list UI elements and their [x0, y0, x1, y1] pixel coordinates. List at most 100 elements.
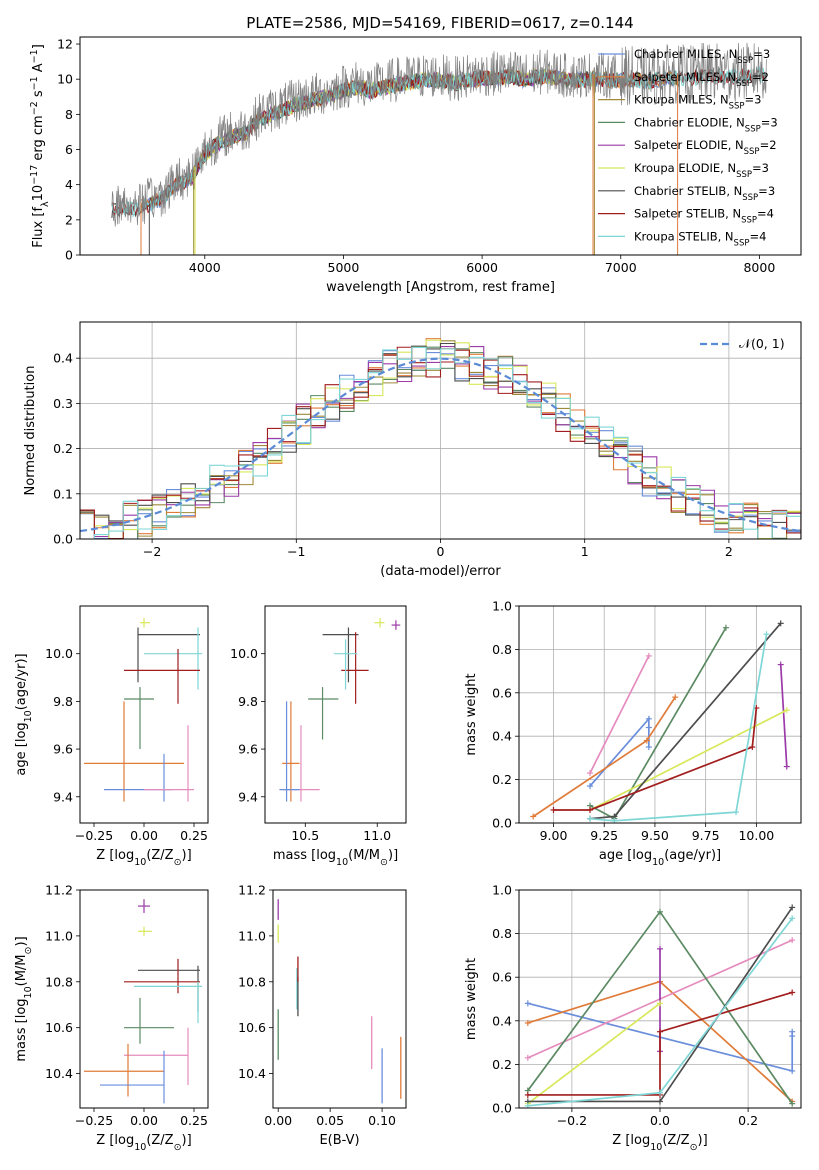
- series-line: [527, 1002, 661, 1105]
- histogram-kroupa-miles: [80, 340, 801, 539]
- x-tick-label: 5000: [328, 260, 360, 275]
- x-label-part: 10: [134, 857, 146, 868]
- x-label-part: (age/yr)]: [664, 848, 721, 863]
- y-tick-label: 9.8: [238, 694, 258, 709]
- point-kroupa-elodie: [140, 617, 150, 628]
- y-label-part: λ: [40, 201, 51, 207]
- y-label-part: ⊙: [23, 947, 34, 955]
- x-label-part: 10: [650, 1142, 662, 1153]
- legend-name: Chabrier MILES: [634, 47, 721, 61]
- legend-eq: =: [758, 184, 768, 198]
- x-tick-label: 0.25: [180, 1113, 208, 1128]
- x-axis-label: mass [log10(M/M⊙)]: [273, 848, 398, 868]
- axes-frame: [264, 605, 407, 824]
- point-salpeter-elodie: [138, 899, 150, 913]
- x-label-part: age [log: [599, 848, 652, 863]
- series-line: [589, 655, 650, 774]
- series-salpeter-miles: [530, 694, 679, 820]
- y-tick-label: 0.2: [492, 1057, 512, 1072]
- y-tick-label: 10.0: [230, 646, 258, 661]
- legend-sep: , N: [718, 229, 734, 243]
- x-label-part: 10: [134, 1142, 146, 1153]
- y-tick-label: 0.2: [492, 772, 512, 787]
- legend-entry: Chabrier STELIB, NSSP=3: [634, 184, 775, 203]
- y-tick-label: 0.3: [53, 396, 73, 411]
- legend-name: Salpeter STELIB: [634, 207, 725, 221]
- y-tick-label: 9.4: [53, 789, 73, 804]
- x-label-part: (Z/Z: [146, 1133, 173, 1148]
- y-label-part: erg cm: [31, 115, 46, 164]
- legend-sub: SSP: [745, 124, 761, 134]
- axes-frame: [518, 889, 802, 1109]
- series-salpeter-elodie: [777, 661, 790, 770]
- legend-name: Kroupa MILES: [634, 93, 713, 107]
- x-label-part: ⊙: [380, 857, 388, 868]
- series-line: [527, 991, 793, 1096]
- legend-sep: , N: [713, 93, 729, 107]
- point-salpeter-stelib: [124, 648, 200, 704]
- x-tick-label: 9.25: [590, 828, 618, 843]
- y-axis-label: mass weight: [464, 673, 479, 755]
- y-tick-label: 0.0: [492, 1101, 512, 1116]
- x-label-part: E(B-V): [319, 1133, 359, 1148]
- legend-n: 3: [770, 115, 777, 129]
- axes-frame: [79, 36, 802, 256]
- axes-frame: [79, 889, 209, 1109]
- y-tick-label: 12: [57, 37, 73, 52]
- x-tick-label: 0.00: [264, 1113, 292, 1128]
- plot-area-mw_vs_Z: [524, 904, 796, 1108]
- legend-sub: SSP: [741, 216, 757, 226]
- y-axis-label: age [log10(age/yr)]: [14, 653, 34, 775]
- legend-entry: Chabrier ELODIE, NSSP=3: [634, 115, 778, 134]
- point-pink: [144, 725, 194, 802]
- x-tick-label: 0.05: [316, 1113, 344, 1128]
- x-tick-label: −0.25: [75, 828, 113, 843]
- y-tick-label: 0.8: [492, 926, 512, 941]
- plot-area-age_vs_Z: [84, 617, 202, 802]
- y-tick-label: 0.0: [53, 532, 73, 547]
- x-axis-label: (data-model)/error: [380, 564, 501, 579]
- y-label-part: s: [31, 90, 46, 101]
- series-line: [589, 634, 768, 822]
- legend-sub: SSP: [737, 56, 753, 66]
- legend-n: 3: [754, 93, 761, 107]
- plot-area-histogram: [80, 338, 801, 539]
- x-label-part: )]: [388, 848, 398, 863]
- plot-area-mass_vs_ebv: [277, 899, 402, 1104]
- y-label-part: (age/yr)]: [14, 653, 29, 710]
- y-tick-label: 0.6: [492, 970, 512, 985]
- legend-eq: =: [752, 70, 762, 84]
- y-label-part: −17: [29, 165, 40, 185]
- y-tick-label: 4: [65, 177, 73, 192]
- axes-histogram: −2 −1 0 1 2 0.0 0.1 0.2 0.3 0.4 (data-model)/error…: [23, 321, 802, 579]
- y-tick-label: 6: [65, 142, 73, 157]
- legend-n: 3: [763, 47, 770, 61]
- legend-sep: , N: [725, 207, 741, 221]
- y-label-part: ]: [31, 44, 46, 49]
- y-tick-label: 1.0: [492, 883, 512, 898]
- histogram-kroupa-stelib: [80, 346, 801, 539]
- x-tick-label: 9.00: [540, 828, 568, 843]
- x-tick-label: 9.50: [641, 828, 669, 843]
- point-chabrier-stelib: [322, 627, 359, 683]
- axes-mw_vs_Z: −0.2 0.0 0.2 0.0 0.2 0.4 0.6 0.8 1.0 Z [log10(Z/Z…: [464, 883, 802, 1153]
- legend-eq: =: [752, 161, 762, 175]
- legend-n: 4: [767, 207, 774, 221]
- x-label-part: Z [log: [96, 1133, 134, 1148]
- legend-entry: Salpeter MILES, NSSP=2: [634, 70, 769, 89]
- x-tick-label: −1: [287, 544, 305, 559]
- point-kroupa-elodie: [138, 926, 152, 936]
- normal-curve: [80, 357, 801, 533]
- point-kroupa-stelib: [144, 627, 202, 690]
- axes-frame: [518, 605, 802, 824]
- x-tick-label: 1: [581, 544, 589, 559]
- y-label-part: −1: [29, 76, 40, 90]
- y-tick-label: 9.4: [238, 789, 258, 804]
- legend-n: 3: [762, 161, 769, 175]
- y-label-part: age [log: [14, 722, 29, 775]
- y-label-part: −2: [29, 101, 40, 115]
- y-tick-label: 0.4: [53, 351, 73, 366]
